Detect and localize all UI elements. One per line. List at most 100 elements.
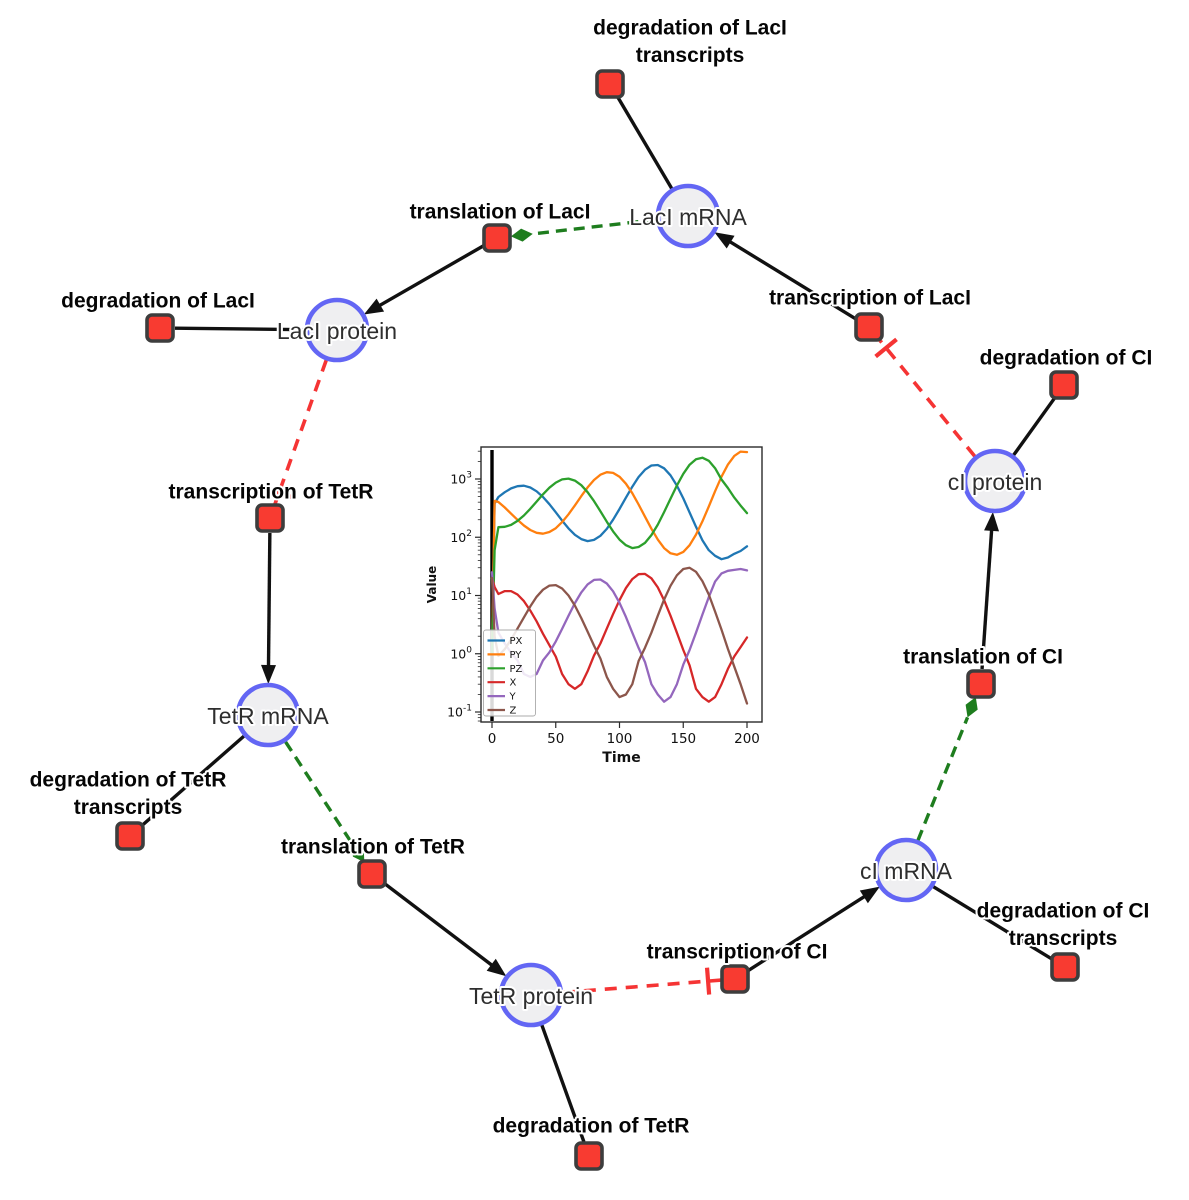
chart-x-tick-label: 200 [734, 731, 760, 747]
reaction-node-deg_tetr[interactable] [574, 1141, 604, 1171]
reaction-label-deg_tetr: degradation of TetR [493, 1115, 690, 1138]
reaction-label-deg_ci_tx: degradation of CI [977, 900, 1150, 923]
species-nodes-layer [235, 183, 1028, 1028]
chart-y-tick-label: 103 [450, 471, 472, 487]
species-node-tetr_mrna[interactable] [235, 682, 301, 748]
edge-inhibition-ci_protein-to-transcription_laci-tbar [874, 337, 898, 359]
chart-y-axis-label: Value [425, 566, 439, 604]
edge-product-transcription_ci-to-ci_mrna [746, 893, 868, 973]
chart-x-tick-label: 150 [670, 731, 696, 747]
edge-modifier-tetr_mrna-to-translation_tetr [284, 740, 354, 845]
chart-series-PX [490, 463, 749, 655]
edge-reactant-tetr_protein-to-deg_tetr [540, 1024, 586, 1143]
reaction-node-transcription_tetr[interactable] [255, 503, 285, 533]
edge-product-transcription_tetr-to-tetr_mrna-arrowhead [261, 664, 277, 685]
chart-x-tick-label: 0 [488, 731, 497, 747]
chart-legend-label-PY: PY [510, 650, 523, 661]
species-node-laci_mrna[interactable] [655, 183, 721, 249]
edge-modifier-ci_mrna-to-translation_ci-diamond-head [965, 696, 978, 718]
edge-inhibition-ci_protein-to-transcription_laci [875, 335, 977, 458]
chart-axes-box [480, 446, 763, 723]
species-node-tetr_protein[interactable] [498, 962, 564, 1028]
edge-product-transcription_laci-to-laci_mrna [727, 239, 858, 321]
reaction-node-deg_laci[interactable] [145, 313, 175, 343]
reaction-node-translation_ci[interactable] [966, 669, 996, 699]
reaction-label-deg_ci: degradation of CI [980, 347, 1153, 370]
chart-y-tick-label: 101 [450, 587, 472, 603]
species-node-ci_protein[interactable] [962, 448, 1028, 514]
edge-reactant-tetr_mrna-to-deg_tetr_tx [140, 734, 246, 828]
edge-reactant-ci_mrna-to-deg_ci_tx [932, 885, 1054, 961]
species-label-laci_protein: LacI protein [277, 318, 397, 344]
reaction-label-deg_laci_tx: degradation of LacI [593, 17, 787, 40]
chart-legend-label-Z: Z [510, 706, 517, 717]
species-node-laci_protein[interactable] [304, 297, 370, 363]
chart-legend: PX PY PZ XYZ [483, 629, 536, 717]
edge-reactant-ci_protein-to-deg_ci [1012, 396, 1057, 457]
species-node-ci_mrna[interactable] [873, 837, 939, 903]
edge-modifier-laci_mrna-to-translation_laci [532, 217, 657, 236]
reaction-node-transcription_ci[interactable] [720, 964, 750, 994]
edge-modifier-laci_mrna-to-translation_laci-diamond-head [510, 228, 533, 242]
edge-reactant-laci_mrna-to-deg_laci_tx [616, 96, 674, 190]
chart-x-axis-label: Time [602, 750, 640, 766]
edge-product-transcription_laci-to-laci_mrna-arrowhead [714, 232, 735, 249]
reaction-node-deg_laci_tx[interactable] [595, 69, 625, 99]
chart-y-tick-label: 102 [450, 529, 472, 545]
edge-inhibition-tetr_protein-to-transcription_ci [562, 978, 723, 995]
edge-modifier-tetr_mrna-to-translation_tetr-diamond-head [352, 843, 365, 863]
reaction-label-transcription_laci: transcription of LacI [769, 287, 971, 310]
chart-legend-label-Y: Y [509, 692, 517, 703]
species-label-laci_mrna: LacI mRNA [629, 204, 747, 230]
reaction-node-translation_laci[interactable] [482, 223, 512, 253]
edge-product-translation_laci-to-laci_protein [376, 244, 485, 309]
edge-product-transcription_ci-to-ci_mrna-arrowhead [859, 886, 880, 904]
species-label-ci_mrna: cI mRNA [860, 858, 953, 884]
edge-modifier-ci_mrna-to-translation_ci [916, 716, 970, 841]
edge-product-translation_tetr-to-tetr_protein [382, 881, 495, 968]
chart-legend-label-PZ: PZ [510, 664, 523, 675]
species-label-ci_protein: cI protein [948, 469, 1043, 495]
edge-inhibition-laci_protein-to-transcription_tetr-tbar [265, 486, 293, 500]
reaction-label-transcription_tetr: transcription of TetR [169, 481, 374, 504]
labels-layer: degradation of LacI transcripts translatio… [28, 15, 1155, 1140]
reaction-node-deg_tetr_tx[interactable] [115, 821, 145, 851]
chart-x-tick-label: 100 [607, 731, 633, 747]
edge-product-translation_ci-to-ci_protein [980, 527, 994, 670]
chart-legend-box [483, 629, 536, 717]
edge-inhibition-laci_protein-to-transcription_tetr [272, 359, 328, 507]
edges-layer [140, 96, 1057, 1143]
reaction-label-translation_tetr: translation of TetR [281, 836, 465, 859]
edge-product-transcription_tetr-to-tetr_mrna [266, 532, 272, 669]
edge-inhibition-tetr_protein-to-transcription_ci-tbar [704, 967, 712, 995]
reaction-label-deg_laci: degradation of LacI [61, 290, 255, 313]
reaction-nodes-layer [115, 69, 1080, 1171]
chart-y-tick-label: 100 [450, 645, 472, 661]
chart-legend-label-X: X [510, 678, 517, 689]
chart-series-Z [490, 566, 749, 705]
chart-series-PY [490, 450, 749, 655]
reaction-label-translation_ci: translation of CI [903, 646, 1063, 669]
chart-x-tick-label: 50 [547, 731, 564, 747]
edge-product-translation_laci-to-laci_protein-arrowhead [363, 298, 385, 315]
edge-reactant-laci_protein-to-deg_laci [174, 326, 306, 332]
reaction-label-translation_laci: translation of LacI [410, 201, 591, 224]
edge-product-translation_ci-to-ci_protein-arrowhead [984, 511, 1000, 532]
reaction-node-deg_ci_tx[interactable] [1050, 952, 1080, 982]
chart-series-PZ [490, 456, 749, 655]
reaction-label-deg_ci_tx: transcripts [1009, 927, 1118, 950]
reaction-label-deg_laci_tx: transcripts [636, 44, 745, 67]
reaction-label-deg_tetr_tx: degradation of TetR [30, 769, 227, 792]
reaction-node-deg_ci[interactable] [1049, 370, 1079, 400]
species-label-tetr_protein: TetR protein [469, 983, 593, 1009]
chart-y-tick-label: 10-1 [447, 704, 472, 720]
reaction-label-deg_tetr_tx: transcripts [74, 796, 183, 819]
reaction-node-transcription_laci[interactable] [854, 312, 884, 342]
edge-product-translation_tetr-to-tetr_protein-arrowhead [486, 958, 507, 977]
reaction-label-transcription_ci: transcription of CI [647, 941, 828, 964]
species-label-tetr_mrna: TetR mRNA [207, 703, 329, 729]
reaction-node-translation_tetr[interactable] [357, 859, 387, 889]
